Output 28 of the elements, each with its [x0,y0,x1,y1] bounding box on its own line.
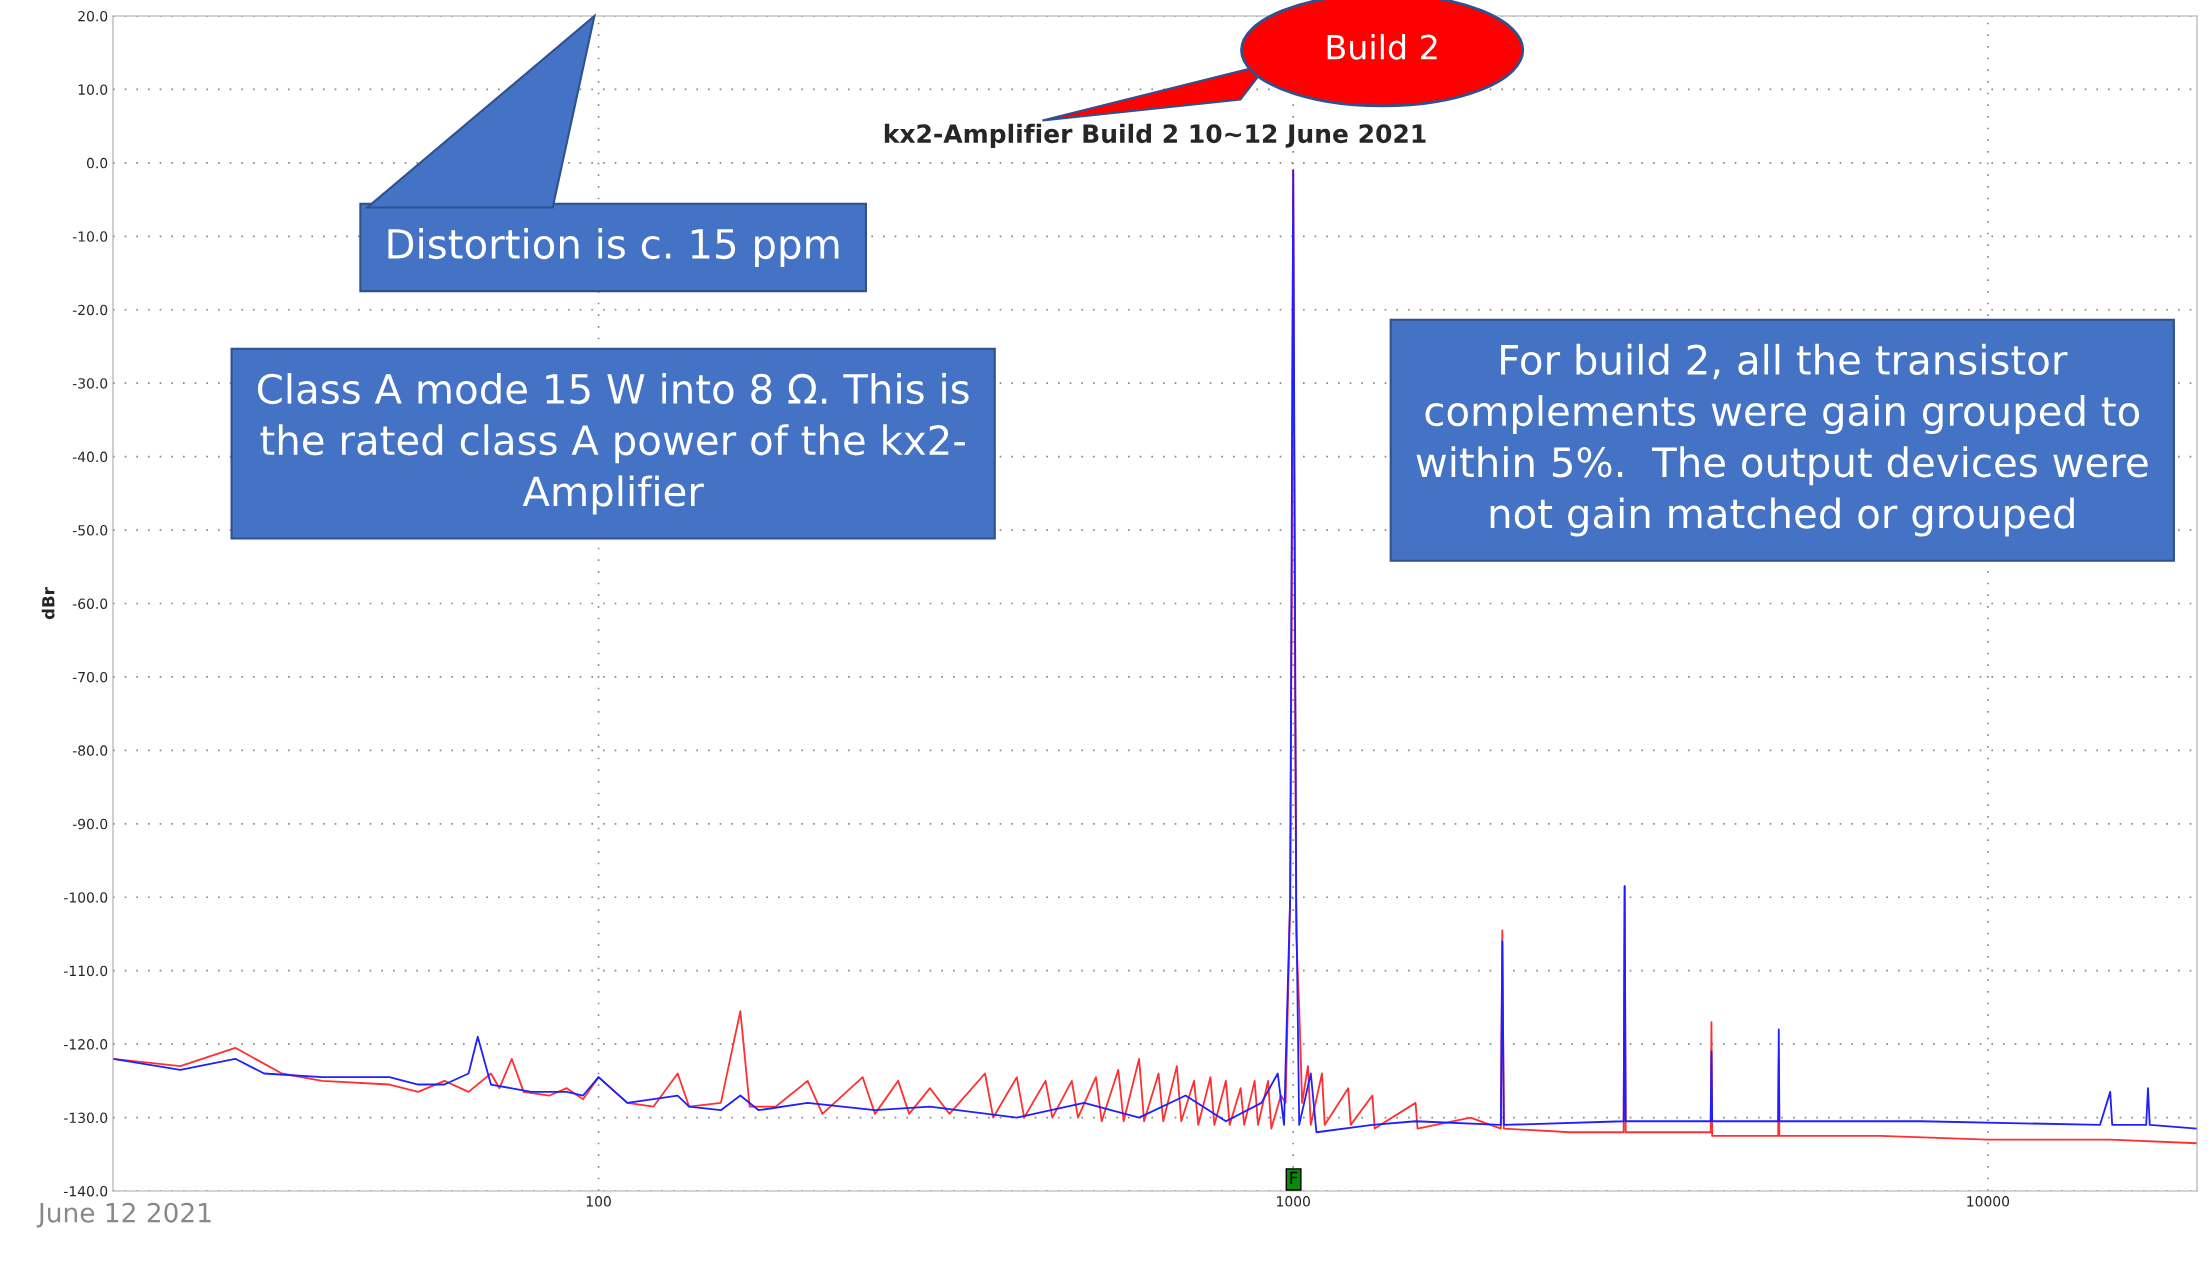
annotation: Build 2 [1327,33,1437,60]
text: June 12 2021 [36,1202,211,1228]
y-tick-label: -90.0 [72,818,108,830]
y-tick-label: -20.0 [72,304,108,316]
x-tick-label: 1000 [1277,1196,1310,1207]
y-tick-label: -130.0 [64,1112,108,1124]
y-tick-label: -40.0 [72,451,108,463]
y-tick-label: -30.0 [72,378,108,389]
y-tick-label: -100.0 [64,892,108,903]
x-tick-label: 10000 [1967,1196,2010,1207]
y-tick-label: -10.0 [72,231,108,242]
text: kx2-Amplifier Build 2 10~12 June 2021 [884,123,1426,148]
y-tick-label: -120.0 [64,1039,108,1050]
annotation: Class A mode 15 W into 8 Ω. This is the rated class A power of the kx2- Amplifier [257,372,969,515]
annotation: Distortion is c. 15 ppm [388,227,839,267]
y-tick-label: -110.0 [64,965,108,977]
annotation: F [1290,1171,1298,1185]
y-axis-title: dBr [41,587,55,620]
x-tick-label: 100 [586,1196,611,1207]
y-tick-label: 20.0 [78,10,108,22]
y-tick-label: 10.0 [78,84,108,95]
y-tick-label: -70.0 [72,671,108,683]
y-tick-label: -80.0 [72,745,108,756]
y-tick-label: -140.0 [64,1185,108,1197]
y-tick-label: 0.0 [86,157,108,169]
annotation: For build 2, all the transistor complements were gain grouped to within 5%. The output devices were not gain matched or grouped [1416,343,2148,537]
y-tick-label: -50.0 [72,525,108,536]
y-tick-label: -60.0 [72,598,108,609]
